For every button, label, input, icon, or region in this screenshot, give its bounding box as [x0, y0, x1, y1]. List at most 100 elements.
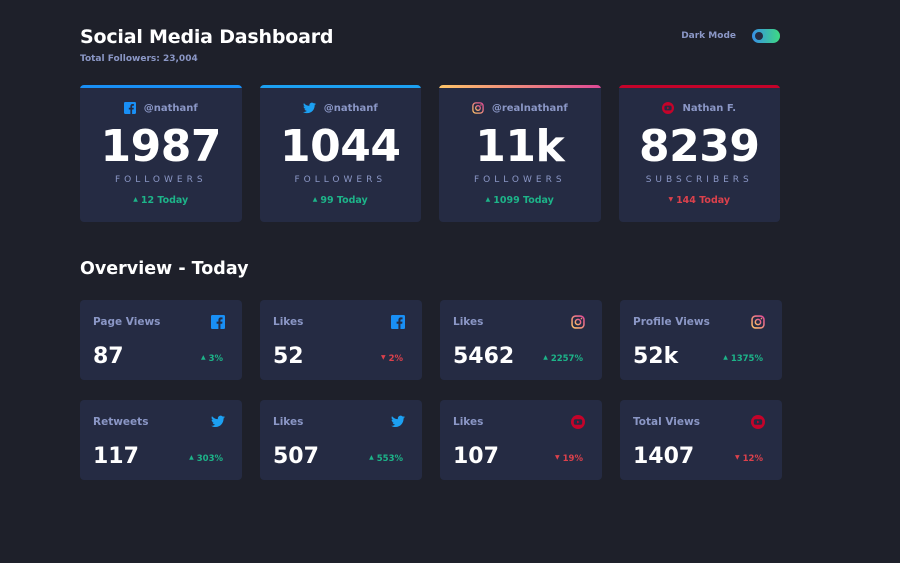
card-count: 11k — [475, 121, 565, 172]
overview-tile[interactable]: Likes 107 ▼ 19% — [440, 400, 602, 480]
card-handle: @nathanf — [143, 102, 198, 114]
dark-mode-label: Dark Mode — [681, 31, 736, 41]
overview-tile[interactable]: Likes 507 ▲ 553% — [260, 400, 422, 480]
arrow-up-icon: ▲ — [189, 454, 194, 461]
page-title: Social Media Dashboard — [80, 26, 334, 48]
tile-change: ▲ 553% — [369, 454, 403, 464]
tile-value: 107 — [453, 444, 499, 469]
tile-value: 87 — [93, 344, 124, 369]
tile-value: 117 — [93, 444, 139, 469]
tile-change-text: 19% — [562, 454, 583, 464]
dark-mode-toggle[interactable] — [752, 29, 780, 43]
facebook-icon — [391, 315, 405, 329]
card-count: 8239 — [639, 121, 760, 172]
overview-tile[interactable]: Page Views 87 ▲ 3% — [80, 300, 242, 380]
card-handle: @nathanf — [323, 102, 378, 114]
tile-change-text: 1375% — [730, 354, 763, 364]
follower-card-youtube[interactable]: Nathan F. 8239 SUBSCRIBERS ▼ 144 Today — [618, 85, 781, 222]
tile-label: Likes — [273, 416, 304, 428]
arrow-up-icon: ▲ — [200, 354, 206, 361]
tile-label: Likes — [453, 416, 484, 428]
follower-card-facebook[interactable]: @nathanf 1987 FOLLOWERS ▲ 12 Today — [80, 85, 242, 222]
card-accent-bar — [259, 85, 421, 88]
tile-change: ▼ 2% — [381, 354, 403, 364]
tile-change-text: 3% — [208, 354, 223, 364]
arrow-down-icon: ▼ — [668, 196, 674, 203]
youtube-icon — [751, 415, 765, 429]
arrow-up-icon: ▲ — [543, 354, 548, 361]
tile-change: ▲ 2257% — [543, 354, 583, 364]
arrow-down-icon: ▼ — [735, 454, 740, 461]
overview-tile[interactable]: Total Views 1407 ▼ 12% — [620, 400, 782, 480]
card-change: ▲ 12 Today — [80, 195, 242, 206]
overview-tile[interactable]: Likes 52 ▼ 2% — [260, 300, 422, 380]
arrow-up-icon: ▲ — [312, 196, 318, 203]
tile-value: 52 — [273, 344, 304, 369]
tile-label: Page Views — [93, 316, 161, 328]
tile-change: ▼ 19% — [555, 454, 583, 464]
tile-change-text: 2% — [388, 354, 403, 364]
twitter-icon — [302, 102, 316, 114]
arrow-down-icon: ▼ — [555, 454, 560, 461]
arrow-up-icon: ▲ — [133, 196, 138, 203]
tile-value: 1407 — [633, 444, 695, 469]
card-handle: Nathan F. — [682, 102, 737, 114]
twitter-icon — [211, 415, 225, 429]
instagram-icon — [472, 102, 484, 114]
card-change: ▼ 144 Today — [619, 195, 781, 206]
follower-cards: @nathanf 1987 FOLLOWERS ▲ 12 Today @natha… — [80, 85, 780, 222]
card-accent-bar — [80, 85, 242, 88]
card-unit: FOLLOWERS — [294, 175, 387, 185]
overview-grid: Page Views 87 ▲ 3% Likes 52 ▼ 2% Likes 546… — [80, 300, 782, 480]
card-unit: FOLLOWERS — [114, 175, 207, 185]
card-change-text: 1099 Today — [493, 195, 554, 206]
card-change-text: 12 Today — [140, 195, 189, 206]
overview-title: Overview - Today — [80, 259, 249, 279]
dashboard: Social Media Dashboard Total Followers: … — [80, 0, 782, 480]
card-change: ▲ 99 Today — [260, 195, 422, 206]
arrow-up-icon: ▲ — [723, 354, 728, 361]
card-count: 1987 — [100, 121, 222, 172]
arrow-down-icon: ▼ — [380, 354, 386, 361]
total-followers: Total Followers: 23,004 — [80, 54, 198, 64]
tile-change: ▲ 1375% — [723, 354, 763, 364]
tile-change: ▲ 3% — [201, 354, 223, 364]
card-handle: @realnathanf — [491, 102, 568, 114]
instagram-icon — [751, 315, 765, 329]
card-header: @nathanf — [80, 102, 242, 114]
overview-tile[interactable]: Profile Views 52k ▲ 1375% — [620, 300, 782, 380]
follower-card-instagram[interactable]: @realnathanf 11k FOLLOWERS ▲ 1099 Today — [439, 85, 601, 222]
follower-card-twitter[interactable]: @nathanf 1044 FOLLOWERS ▲ 99 Today — [259, 85, 422, 222]
tile-value: 507 — [273, 444, 319, 469]
card-unit: SUBSCRIBERS — [645, 175, 753, 185]
dark-mode-control: Dark Mode — [681, 29, 780, 43]
overview-tile[interactable]: Likes 5462 ▲ 2257% — [440, 300, 602, 380]
card-header: @realnathanf — [439, 102, 601, 114]
card-header: @nathanf — [260, 102, 422, 114]
card-accent-bar — [439, 85, 601, 88]
header: Social Media Dashboard Total Followers: … — [80, 0, 780, 85]
instagram-icon — [571, 315, 585, 329]
tile-value: 5462 — [453, 344, 515, 369]
tile-label: Total Views — [633, 416, 700, 428]
arrow-up-icon: ▲ — [369, 454, 374, 461]
card-change-text: 144 Today — [676, 195, 731, 206]
youtube-icon — [571, 415, 585, 429]
toggle-knob — [755, 32, 763, 40]
card-count: 1044 — [280, 121, 401, 172]
tile-change: ▼ 12% — [735, 454, 763, 464]
arrow-up-icon: ▲ — [485, 196, 491, 203]
card-unit: FOLLOWERS — [473, 175, 566, 185]
tile-label: Profile Views — [633, 316, 710, 328]
facebook-icon — [211, 315, 225, 329]
tile-change-text: 303% — [196, 454, 223, 464]
facebook-icon — [123, 102, 136, 114]
twitter-icon — [391, 415, 405, 429]
tile-change-text: 2257% — [550, 354, 583, 364]
card-change-text: 99 Today — [320, 195, 368, 206]
tile-label: Likes — [273, 316, 304, 328]
youtube-icon — [662, 102, 675, 114]
tile-change: ▲ 303% — [189, 454, 223, 464]
tile-label: Likes — [453, 316, 484, 328]
overview-tile[interactable]: Retweets 117 ▲ 303% — [80, 400, 242, 480]
